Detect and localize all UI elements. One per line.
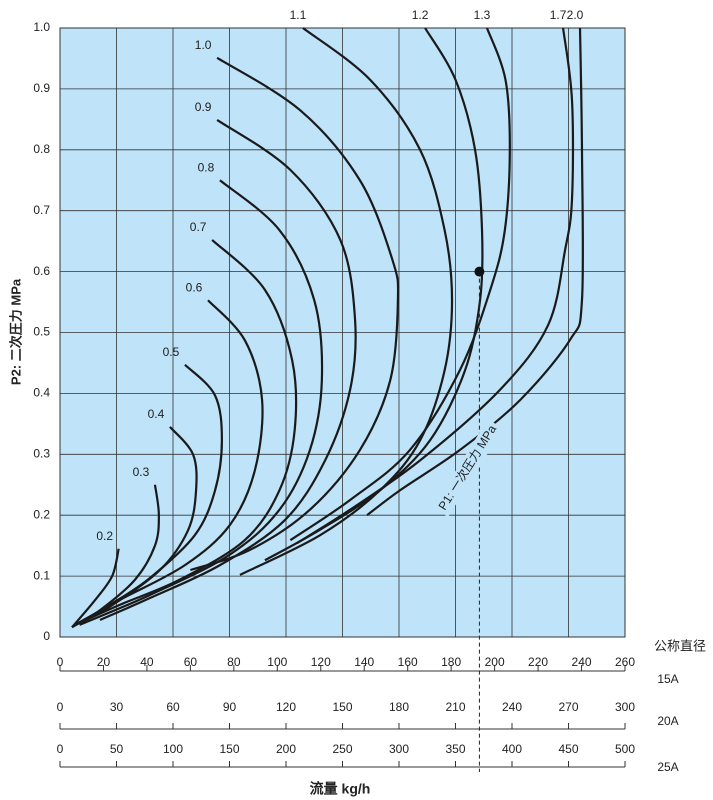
scale-tick-label: 0: [57, 742, 64, 756]
curve-label: 0.2: [96, 529, 113, 543]
x-axis-title: 流量 kg/h: [310, 781, 371, 797]
curve-label: 0.9: [195, 100, 212, 114]
scale-tick-label: 180: [389, 700, 409, 714]
y-tick-label: 0.8: [33, 142, 50, 156]
curve: [74, 299, 264, 626]
curve: [74, 239, 298, 626]
y-tick-label: 0.6: [33, 264, 50, 278]
series-title-bg: [432, 419, 504, 517]
scale-tick-label: 400: [502, 742, 522, 756]
scale-tick-label: 100: [267, 655, 287, 669]
scale-tick-label: 50: [110, 742, 124, 756]
curve-label: 2.0: [567, 8, 584, 22]
scale-tick-label: 200: [485, 655, 505, 669]
size-label: 25A: [657, 760, 678, 774]
scale-tick-label: 40: [140, 655, 154, 669]
curve-label: 1.1: [290, 8, 307, 22]
curve-label: 0.8: [198, 160, 215, 174]
curve-label: 1.7: [550, 8, 567, 22]
scale-tick-label: 450: [558, 742, 578, 756]
y-axis-title: P2: 二次圧力 MPa: [8, 278, 23, 385]
y-tick-label: 0.7: [33, 203, 50, 217]
curve-label: 1.3: [474, 8, 491, 22]
scale-tick-label: 210: [445, 700, 465, 714]
scale-tick-label: 100: [163, 742, 183, 756]
y-tick-label: 0.3: [33, 446, 50, 460]
scale-tick-label: 120: [276, 700, 296, 714]
curve: [79, 179, 324, 626]
scale-tick-label: 30: [110, 700, 124, 714]
scale-tick-label: 60: [184, 655, 198, 669]
curve-label: 0.6: [186, 280, 203, 294]
scale-tick-label: 270: [558, 700, 578, 714]
scale-tick-label: 150: [219, 742, 239, 756]
curve: [71, 548, 120, 628]
scale-tick-label: 500: [615, 742, 635, 756]
scale-tick-label: 140: [354, 655, 374, 669]
scale-tick-label: 80: [227, 655, 241, 669]
scale-tick-label: 240: [502, 700, 522, 714]
y-tick-label: 0.5: [33, 325, 50, 339]
curve-label: 1.2: [412, 8, 429, 22]
y-tick-label: 1.0: [33, 20, 50, 34]
curve-label: 0.5: [163, 345, 180, 359]
curve-label: 0.7: [190, 220, 207, 234]
curve: [366, 27, 585, 517]
y-tick-label: 0.1: [33, 568, 50, 582]
y-tick-label: 0.2: [33, 507, 50, 521]
scale-tick-label: 0: [57, 655, 64, 669]
plot-frame: [59, 27, 626, 638]
y-tick-label: 0.4: [33, 386, 50, 400]
scale-tick-label: 260: [615, 655, 635, 669]
scale-tick-label: 160: [398, 655, 418, 669]
scale-tick-label: 350: [445, 742, 465, 756]
curve-label: 0.4: [148, 407, 165, 421]
curve: [296, 27, 575, 545]
scale-tick-label: 20: [97, 655, 111, 669]
size-label: 20A: [657, 714, 678, 728]
size-title: 公称直径: [654, 638, 706, 653]
operating-point: [474, 266, 485, 277]
y-tick-label: 0.9: [33, 81, 50, 95]
scale-tick-label: 0: [57, 700, 64, 714]
scale-tick-label: 120: [311, 655, 331, 669]
curve: [190, 56, 400, 572]
curve: [289, 27, 511, 542]
curve: [99, 119, 357, 621]
scale-tick-label: 200: [276, 742, 296, 756]
size-label: 15A: [657, 672, 678, 686]
scale-tick-label: 60: [166, 700, 180, 714]
scale-tick-label: 180: [441, 655, 461, 669]
scale-tick-label: 90: [223, 700, 237, 714]
scale-tick-label: 300: [389, 742, 409, 756]
curve-label: 1.0: [195, 38, 212, 52]
scale-tick-label: 240: [572, 655, 592, 669]
scale-tick-label: 150: [332, 700, 352, 714]
scale-tick-label: 250: [332, 742, 352, 756]
y-tick-label: 0: [43, 629, 50, 643]
curve: [239, 27, 454, 576]
curve-label: 0.3: [133, 465, 150, 479]
scale-tick-label: 220: [528, 655, 548, 669]
scale-tick-label: 300: [615, 700, 635, 714]
